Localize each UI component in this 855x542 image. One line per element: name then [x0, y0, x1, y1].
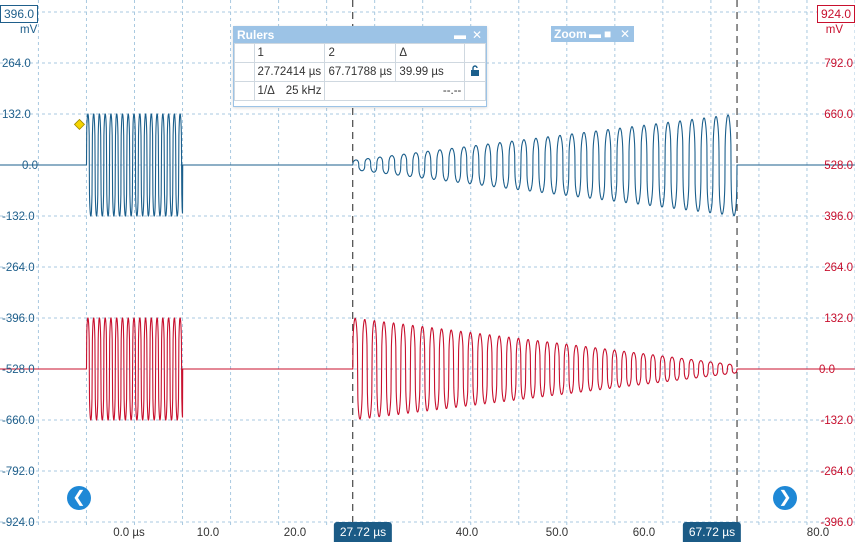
zoom-panel-title: Zoom: [554, 27, 587, 41]
x-tick-label: 0.0 µs: [113, 527, 145, 539]
maximize-icon[interactable]: ■: [604, 27, 612, 41]
ruler-2-tag[interactable]: 67.72 µs: [682, 522, 742, 542]
ruler-1-value: 27.72414 µs: [253, 62, 326, 82]
left-tick-label: 264.0: [2, 58, 31, 70]
x-tick-label: 10.0: [196, 527, 220, 539]
trace-channel-b: [0, 317, 855, 421]
left-tick-label: 0.0: [22, 160, 38, 172]
left-axis-top-value[interactable]: 396.0: [0, 5, 39, 23]
right-tick-label: 792.0: [824, 58, 853, 70]
lock-icon[interactable]: [470, 65, 480, 76]
left-tick-label: -132.0: [2, 211, 35, 223]
ruler-col-delta: Δ: [395, 43, 466, 63]
minimize-icon[interactable]: ▬: [589, 27, 601, 41]
grid-lines: [0, 0, 855, 528]
x-tick-label: 50.0: [545, 527, 569, 539]
minimize-icon[interactable]: ▬: [454, 28, 466, 42]
x-tick-label: 40.0: [455, 527, 479, 539]
rulers-panel[interactable]: Rulers ▬ ✕ 1 2 Δ 27.72414 µs 67.71788 µs…: [233, 26, 487, 107]
ruler-1-tag[interactable]: 27.72 µs: [333, 522, 393, 542]
close-icon[interactable]: ✕: [620, 27, 631, 41]
right-tick-label: 528.0: [824, 160, 853, 172]
left-tick-label: -528.0: [2, 364, 35, 376]
right-tick-label: 660.0: [824, 109, 853, 121]
trace-channel-a: [0, 113, 855, 217]
left-tick-label: -792.0: [2, 466, 35, 478]
close-icon[interactable]: ✕: [471, 28, 482, 42]
chevron-left-icon: ❮: [72, 489, 86, 506]
left-tick-label: -924.0: [2, 517, 35, 529]
right-axis-unit: mV: [825, 24, 843, 36]
inverse-label: 1/Δ 25 kHz: [253, 81, 326, 101]
x-tick-label: 20.0: [283, 527, 307, 539]
left-tick-label: -396.0: [2, 313, 35, 325]
chevron-right-icon: ❯: [778, 489, 792, 506]
left-axis-unit: mV: [20, 24, 38, 36]
extra-value: --.--: [324, 81, 466, 101]
trigger-marker[interactable]: [73, 118, 86, 130]
zoom-panel[interactable]: Zoom ▬ ■ ✕: [551, 26, 634, 42]
traces: [0, 113, 855, 421]
rulers-panel-title: Rulers: [237, 28, 275, 42]
right-tick-label: -132.0: [820, 415, 853, 427]
trigger-diamond-icon: [73, 118, 86, 130]
right-tick-label: 396.0: [824, 211, 853, 223]
x-tick-label: 80.0: [806, 527, 830, 539]
ruler-col-1: 1: [253, 43, 326, 63]
right-axis-top-value[interactable]: 924.0: [816, 5, 855, 23]
rulers-table: 1 2 Δ 27.72414 µs 67.71788 µs 39.99 µs 1…: [234, 43, 486, 101]
left-tick-label: -660.0: [2, 415, 35, 427]
scroll-left-button[interactable]: ❮: [67, 486, 91, 510]
right-tick-label: 132.0: [824, 313, 853, 325]
right-tick-label: -264.0: [820, 466, 853, 478]
right-tick-label: -396.0: [820, 517, 853, 529]
ruler-2-value: 67.71788 µs: [324, 62, 397, 82]
inverse-value: 25 kHz: [285, 85, 322, 97]
left-tick-label: 132.0: [2, 109, 31, 121]
ruler-delta-value: 39.99 µs: [395, 62, 466, 82]
rulers-panel-header[interactable]: Rulers ▬ ✕: [234, 27, 486, 43]
x-tick-label: 60.0: [632, 527, 656, 539]
scroll-right-button[interactable]: ❯: [773, 486, 797, 510]
left-tick-label: -264.0: [2, 262, 35, 274]
right-tick-label: 0.0: [819, 364, 835, 376]
ruler-col-2: 2: [324, 43, 397, 63]
right-tick-label: 264.0: [824, 262, 853, 274]
